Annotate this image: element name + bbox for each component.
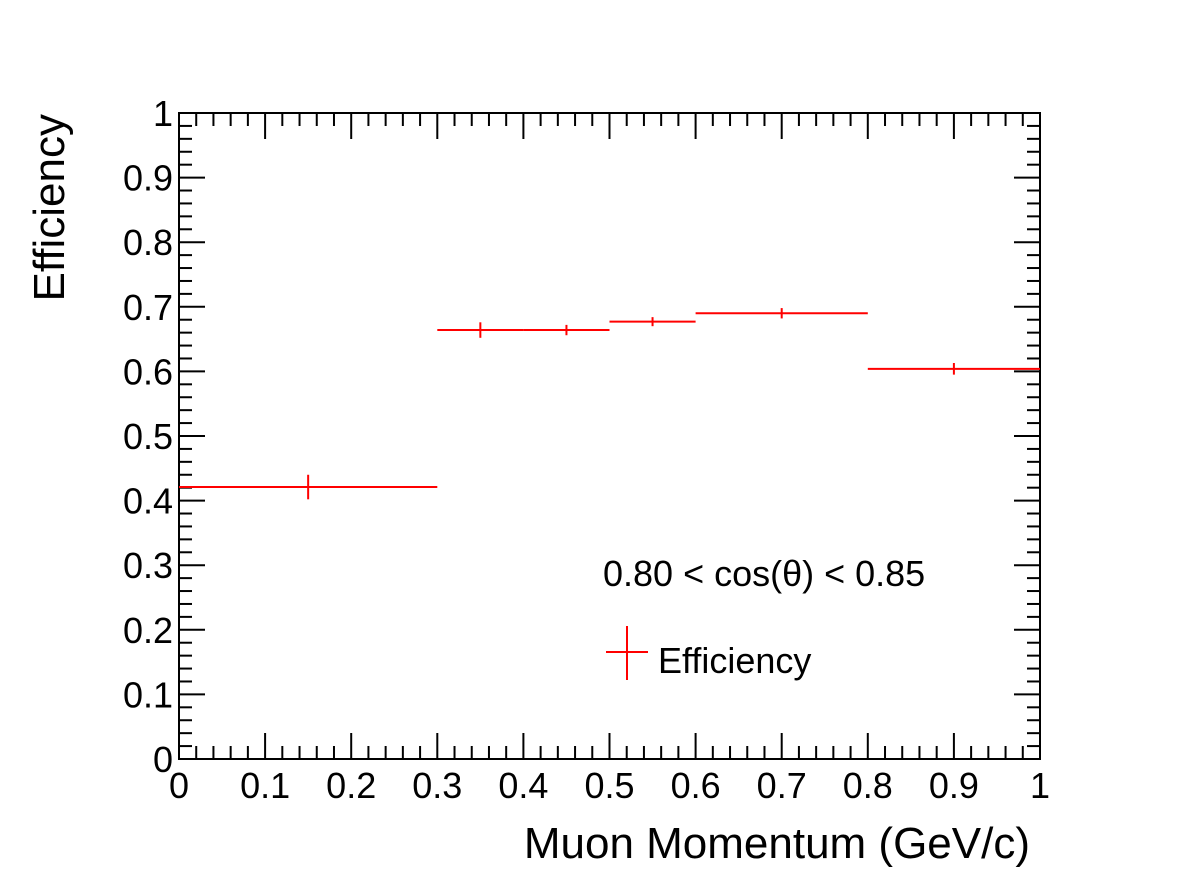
x-tick-label: 0: [169, 765, 189, 806]
axis-ticks: [178, 112, 1041, 760]
y-tick-label: 0.3: [123, 545, 173, 586]
x-tick-label: 0.3: [412, 765, 462, 806]
x-axis-label: Muon Momentum (GeV/c): [524, 819, 1030, 868]
data-point: [523, 324, 610, 336]
x-tick-label: 1: [1030, 765, 1050, 806]
x-tick-label: 0.7: [757, 765, 807, 806]
data-point: [179, 474, 438, 500]
x-tick-label: 0.6: [671, 765, 721, 806]
y-tick-label: 0.6: [123, 351, 173, 392]
y-tick-label: 0.8: [123, 222, 173, 263]
y-axis-label: Efficiency: [25, 114, 74, 302]
x-tick-label: 0.5: [584, 765, 634, 806]
y-tick-label: 0.7: [123, 287, 173, 328]
y-tick-label: 0.1: [123, 674, 173, 715]
x-tick-label: 0.1: [240, 765, 290, 806]
data-point: [867, 363, 1040, 375]
x-tick-label: 0.2: [326, 765, 376, 806]
data-point: [695, 308, 868, 319]
y-tick-label: 0.9: [123, 158, 173, 199]
y-tick-label: 0.5: [123, 416, 173, 457]
y-tick-label: 0: [153, 739, 173, 780]
legend: Efficiency: [606, 626, 811, 681]
x-tick-labels: 0 0.1 0.2 0.3 0.4 0.5 0.6 0.7 0.8 0.9 1: [169, 765, 1050, 806]
plot-frame: [178, 112, 1041, 760]
data-point: [609, 317, 696, 327]
legend-label: Efficiency: [658, 640, 811, 681]
x-tick-label: 0.8: [843, 765, 893, 806]
data-point: [437, 322, 524, 338]
y-tick-label: 1: [153, 93, 173, 134]
y-tick-labels: 0 0.1 0.2 0.3 0.4 0.5 0.6 0.7 0.8 0.9 1: [123, 93, 173, 780]
y-tick-label: 0.4: [123, 481, 173, 522]
y-tick-label: 0.2: [123, 610, 173, 651]
cos-theta-annotation: 0.80 < cos(θ) < 0.85: [603, 553, 925, 594]
x-tick-label: 0.9: [929, 765, 979, 806]
x-tick-label: 0.4: [498, 765, 548, 806]
data-points: [179, 308, 1040, 500]
